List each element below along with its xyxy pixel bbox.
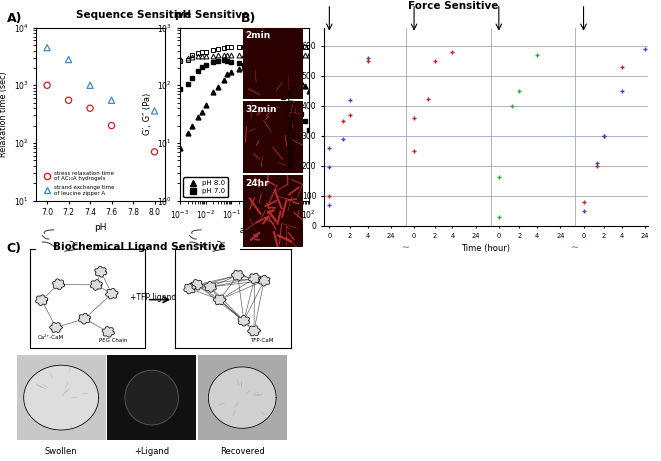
Point [532,52,543,59]
Text: ∼: ∼ [486,242,494,253]
Polygon shape [95,266,107,277]
Y-axis label: Relaxation time (sec): Relaxation time (sec) [0,71,9,157]
Point [599,133,609,140]
Polygon shape [238,315,250,326]
Point [362,58,373,65]
Point [592,160,603,167]
Point [85,82,95,89]
Point [447,48,457,56]
Point [63,56,74,63]
Point [362,54,373,62]
Point [408,148,419,155]
Text: 24hr: 24hr [246,179,269,188]
Point [324,201,334,208]
Polygon shape [79,313,91,324]
Point [149,107,160,114]
Point [338,136,348,143]
Polygon shape [249,273,261,284]
Polygon shape [208,367,276,428]
Point [494,173,504,181]
Polygon shape [102,326,114,337]
Polygon shape [248,326,260,336]
Point [338,118,348,125]
Polygon shape [190,279,203,290]
Text: ∼: ∼ [402,242,410,253]
Point [617,64,627,71]
Point [324,145,334,152]
Text: PEG Chain: PEG Chain [99,338,127,343]
Text: 32min: 32min [246,105,277,114]
Text: TFP-CaM: TFP-CaM [251,338,274,343]
Text: ∼: ∼ [571,242,580,253]
Point [617,88,627,95]
Point [578,208,589,215]
X-axis label: pH: pH [95,223,107,232]
Polygon shape [106,289,118,299]
Point [592,163,603,170]
Text: Biochemical Ligand Sensitive: Biochemical Ligand Sensitive [53,242,225,252]
Y-axis label: G′, G″ (Pa): G′, G″ (Pa) [143,93,151,135]
Point [85,105,95,112]
Polygon shape [184,284,196,294]
Text: Ca²⁺-CaM: Ca²⁺-CaM [38,335,63,340]
Point [507,103,518,110]
Text: +Ligand: +Ligand [134,447,169,456]
Point [408,115,419,122]
Point [42,44,52,51]
Polygon shape [258,275,270,286]
Point [599,133,609,140]
Point [494,214,504,221]
Point [63,96,74,104]
Polygon shape [125,370,178,425]
Legend: stress relaxation time
of AC₁₀A hydrogels, strand exchange time
of leucine zippe: stress relaxation time of AC₁₀A hydrogel… [39,168,117,198]
Point [422,95,433,103]
Polygon shape [36,295,48,306]
Text: B): B) [241,12,256,24]
Point [514,88,525,95]
Polygon shape [52,279,65,290]
Text: Swollen: Swollen [45,447,77,456]
Text: A): A) [7,12,22,24]
Text: Recovered: Recovered [220,447,264,456]
Y-axis label: Average length (nm): Average length (nm) [287,85,296,168]
Point [324,192,334,200]
Point [344,97,355,104]
Text: Sequence Sensitive: Sequence Sensitive [76,10,191,20]
Legend: pH 8.0, pH 7.0: pH 8.0, pH 7.0 [183,177,228,197]
Point [429,58,440,65]
Polygon shape [231,270,244,280]
Polygon shape [204,282,216,292]
Polygon shape [214,295,226,305]
Point [578,199,589,206]
X-axis label: ω(rad/s): ω(rad/s) [225,226,263,235]
Text: Force Sensitive: Force Sensitive [408,1,498,11]
Point [149,148,160,155]
Point [106,96,117,104]
Text: 2min: 2min [246,31,271,40]
Point [324,164,334,171]
Polygon shape [50,323,62,332]
Point [106,122,117,129]
Text: C): C) [7,242,22,255]
Point [344,112,355,119]
X-axis label: Time (hour): Time (hour) [461,244,510,254]
Text: +TFP ligand: +TFP ligand [130,293,176,302]
Text: pH Sensitive: pH Sensitive [175,10,249,20]
Polygon shape [91,280,102,290]
Polygon shape [24,365,98,430]
Point [42,82,52,89]
Point [640,46,650,53]
